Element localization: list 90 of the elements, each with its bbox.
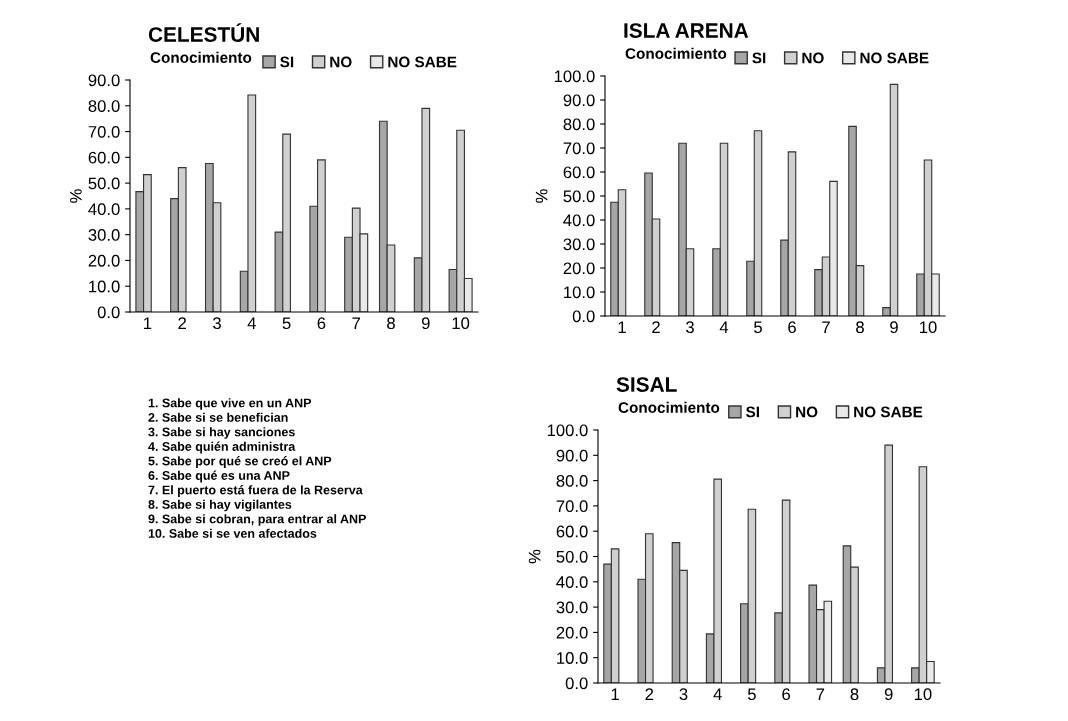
- y-tick-label: 30.0: [556, 601, 588, 614]
- y-tick-label: 20.0: [88, 254, 120, 267]
- legend-label: NO: [330, 56, 352, 68]
- y-tick-label: 70.0: [563, 142, 595, 155]
- x-tick-label: 4: [713, 688, 722, 700]
- x-tick-label: 5: [747, 688, 756, 701]
- y-tick-label: 20.0: [556, 626, 588, 639]
- y-tick-label: 10.0: [89, 280, 120, 293]
- x-tick-label: 2: [652, 321, 660, 333]
- x-tick-label: 3: [679, 688, 688, 701]
- legend-label: NO: [796, 406, 818, 418]
- text: 4. Sabe quién administra: [148, 441, 296, 454]
- text: 1. Sabe que vive en un ANP: [148, 398, 312, 410]
- text: 6. Sabe qué es una ANP: [148, 470, 290, 483]
- legend-label: NO: [802, 52, 824, 64]
- y-tick-label: 20.0: [563, 262, 595, 275]
- x-tick-label: 6: [788, 321, 796, 334]
- y-tick-label: 100.0: [554, 70, 595, 83]
- x-tick-label: 1: [618, 321, 626, 333]
- y-tick-label: 30.0: [563, 238, 595, 251]
- x-tick-label: 2: [178, 317, 186, 329]
- text: 5. Sabe por qué se creó el ANP: [148, 456, 332, 468]
- x-tick-label: 1: [611, 688, 619, 700]
- legend-label: SI: [280, 56, 294, 68]
- y-tick-label: 0.0: [565, 677, 588, 690]
- x-tick-label: 6: [317, 317, 326, 330]
- x-tick-label: 6: [782, 688, 790, 701]
- chart-title: SISAL: [616, 377, 677, 392]
- y-tick-label: 80.0: [88, 100, 120, 112]
- text: 9. Sabe si cobran, para entrar al ANP: [148, 514, 366, 526]
- y-tick-label: 90.0: [563, 94, 595, 107]
- legend-label: SI: [746, 406, 759, 418]
- legend-label: NO SABE: [854, 406, 923, 418]
- y-axis-title: %: [70, 189, 82, 203]
- y-tick-label: 0.0: [97, 306, 120, 319]
- x-tick-label: 7: [822, 321, 830, 333]
- text: 7. El puerto está fuera de la Reserva: [148, 485, 363, 497]
- text: 3. Sabe si hay sanciones: [148, 427, 295, 439]
- y-tick-label: 90.0: [88, 74, 120, 87]
- y-tick-label: 50.0: [563, 190, 595, 203]
- y-tick-label: 30.0: [88, 229, 120, 241]
- chart-subtitle: Conocimiento: [150, 51, 252, 63]
- y-tick-label: 60.0: [563, 166, 595, 179]
- x-tick-label: 8: [850, 688, 859, 701]
- legend-label: SI: [752, 52, 766, 64]
- x-tick-label: 9: [890, 321, 898, 334]
- x-tick-label: 7: [352, 317, 360, 329]
- x-tick-label: 5: [282, 317, 291, 330]
- y-tick-label: 70.0: [556, 500, 588, 513]
- y-tick-label: 60.0: [556, 525, 588, 538]
- chart-subtitle: Conocimiento: [625, 47, 727, 59]
- y-tick-label: 60.0: [88, 151, 120, 164]
- y-tick-label: 50.0: [556, 550, 588, 563]
- x-tick-label: 7: [816, 688, 825, 700]
- y-tick-label: 100.0: [547, 424, 588, 437]
- legend-label: NO SABE: [388, 56, 457, 68]
- x-tick-label: 9: [421, 317, 430, 330]
- y-tick-label: 40.0: [88, 203, 120, 216]
- y-tick-label: 70.0: [88, 125, 120, 138]
- y-tick-label: 80.0: [563, 118, 595, 131]
- x-tick-label: 4: [247, 317, 256, 329]
- text: 10. Sabe si se ven afectados: [148, 528, 317, 538]
- x-tick-label: 2: [645, 688, 654, 700]
- x-tick-label: 9: [884, 688, 893, 701]
- x-tick-label: 8: [856, 321, 864, 334]
- y-tick-label: 80.0: [556, 475, 588, 487]
- y-tick-label: 40.0: [556, 576, 588, 588]
- x-tick-label: 8: [387, 317, 395, 330]
- x-tick-label: 4: [719, 321, 729, 333]
- x-tick-label: 3: [213, 317, 221, 330]
- y-tick-label: 0.0: [572, 310, 595, 323]
- y-axis-title: %: [528, 549, 541, 564]
- legend-label: NO SABE: [860, 52, 929, 64]
- x-tick-label: 10: [452, 317, 470, 330]
- text: 8. Sabe si hay vigilantes: [148, 499, 292, 512]
- chart-subtitle: Conocimiento: [618, 401, 720, 413]
- x-tick-label: 3: [686, 321, 694, 334]
- y-axis-title: %: [535, 189, 548, 203]
- x-tick-label: 10: [920, 321, 937, 334]
- x-tick-label: 1: [144, 317, 152, 329]
- y-tick-label: 90.0: [556, 449, 588, 462]
- y-tick-label: 10.0: [557, 652, 588, 664]
- x-tick-label: 5: [754, 321, 762, 334]
- y-tick-label: 50.0: [88, 177, 120, 190]
- y-tick-label: 10.0: [564, 286, 595, 299]
- x-tick-label: 10: [914, 688, 932, 701]
- chart-title: CELESTÚN: [148, 23, 259, 42]
- text: 2. Sabe si se benefician: [148, 412, 288, 422]
- y-tick-label: 40.0: [563, 214, 595, 227]
- chart-title: ISLA ARENA: [624, 23, 749, 38]
